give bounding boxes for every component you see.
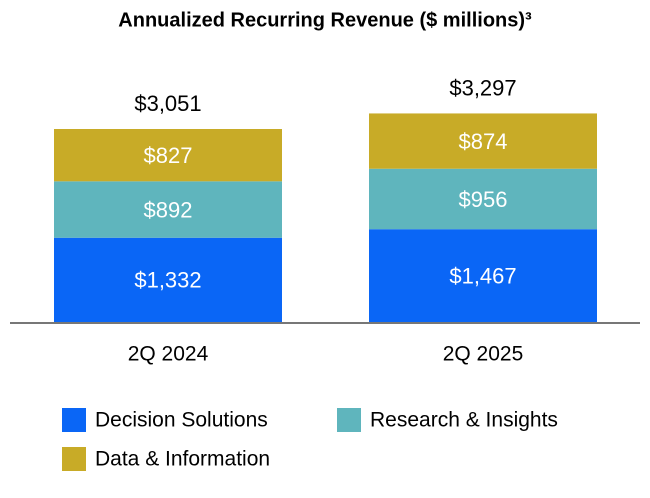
total-label: $3,297 (449, 75, 516, 100)
legend-swatch (337, 408, 361, 432)
value-label: $874 (459, 129, 508, 154)
value-label: $1,467 (449, 263, 516, 288)
bar-segment (369, 113, 597, 169)
value-label: $1,332 (134, 268, 201, 293)
legend-label: Decision Solutions (95, 409, 268, 432)
bar-segment (54, 181, 282, 238)
value-label: $892 (144, 197, 193, 222)
total-label: $3,051 (134, 91, 201, 116)
x-tick-label: 2Q 2025 (443, 343, 524, 366)
bar-segment (369, 229, 597, 322)
bar-segment (54, 129, 282, 182)
legend-label: Data & Information (95, 448, 270, 471)
legend-swatch (62, 447, 86, 471)
bar-segment (369, 168, 597, 230)
value-label: $827 (144, 143, 193, 168)
bar-segment (54, 237, 282, 322)
legend-swatch (62, 408, 86, 432)
x-tick-label: 2Q 2024 (128, 343, 209, 366)
legend-label: Research & Insights (370, 409, 558, 432)
value-label: $956 (459, 187, 508, 212)
chart-title: Annualized Recurring Revenue ($ millions… (118, 9, 532, 31)
